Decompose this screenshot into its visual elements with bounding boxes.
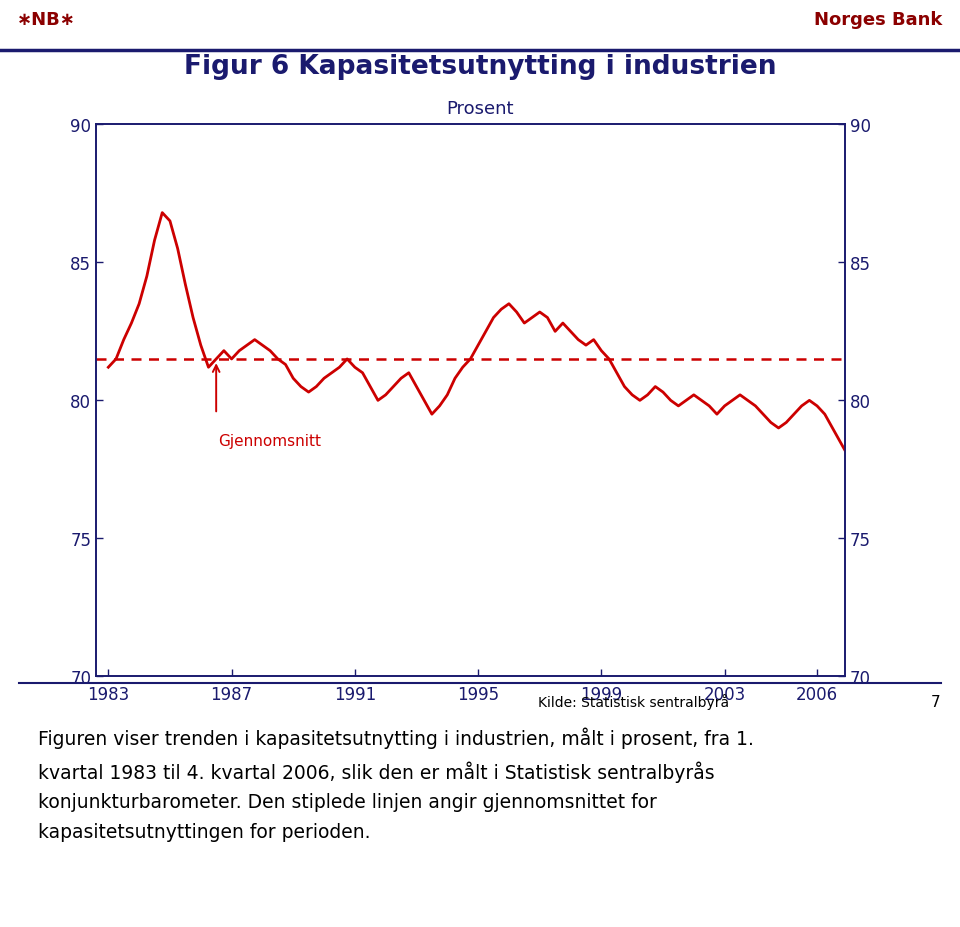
Text: Kilde: Statistisk sentralbyrå: Kilde: Statistisk sentralbyrå <box>539 693 730 710</box>
Text: ∗NB∗: ∗NB∗ <box>17 11 76 30</box>
Text: Norges Bank: Norges Bank <box>814 11 943 30</box>
Text: Figuren viser trenden i kapasitetsutnytting i industrien, målt i prosent, fra 1.: Figuren viser trenden i kapasitetsutnytt… <box>38 727 755 841</box>
Text: 7: 7 <box>931 694 941 709</box>
Text: Prosent: Prosent <box>446 100 514 118</box>
Text: Figur 6 Kapasitetsutnytting i industrien: Figur 6 Kapasitetsutnytting i industrien <box>183 55 777 81</box>
Text: Gjennomsnitt: Gjennomsnitt <box>218 434 321 449</box>
